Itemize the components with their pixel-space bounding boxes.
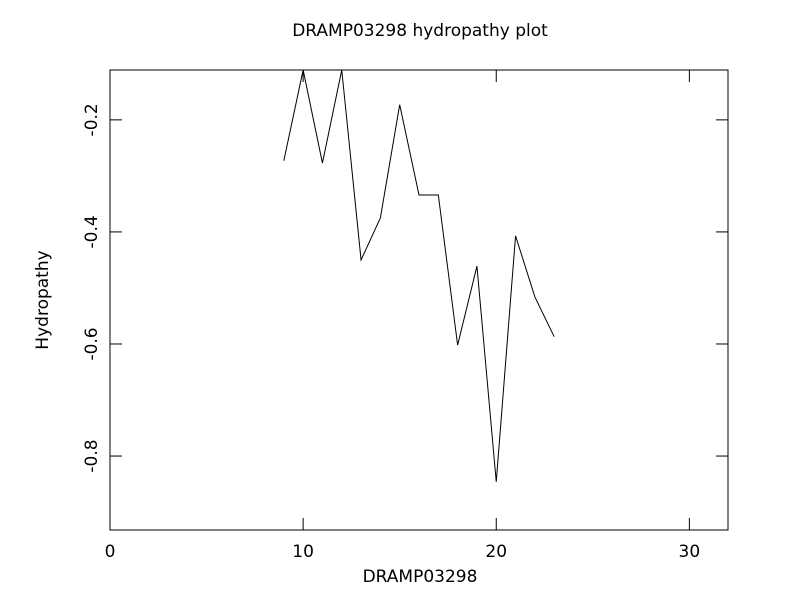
x-tick-label: 30 xyxy=(679,542,701,562)
chart-title: DRAMP03298 hydropathy plot xyxy=(292,21,548,41)
x-tick-label: 20 xyxy=(485,542,507,562)
x-tick-label: 0 xyxy=(105,542,116,562)
x-axis-label: DRAMP03298 xyxy=(363,567,478,587)
y-tick-label: -0.6 xyxy=(82,327,102,360)
data-line xyxy=(283,69,555,482)
y-tick-label: -0.8 xyxy=(82,439,102,472)
y-tick-label: -0.4 xyxy=(82,215,102,248)
x-tick-label: 10 xyxy=(292,542,314,562)
y-axis-label: Hydropathy xyxy=(33,250,53,349)
y-tick-label: -0.2 xyxy=(82,103,102,136)
plot-frame xyxy=(109,69,729,531)
